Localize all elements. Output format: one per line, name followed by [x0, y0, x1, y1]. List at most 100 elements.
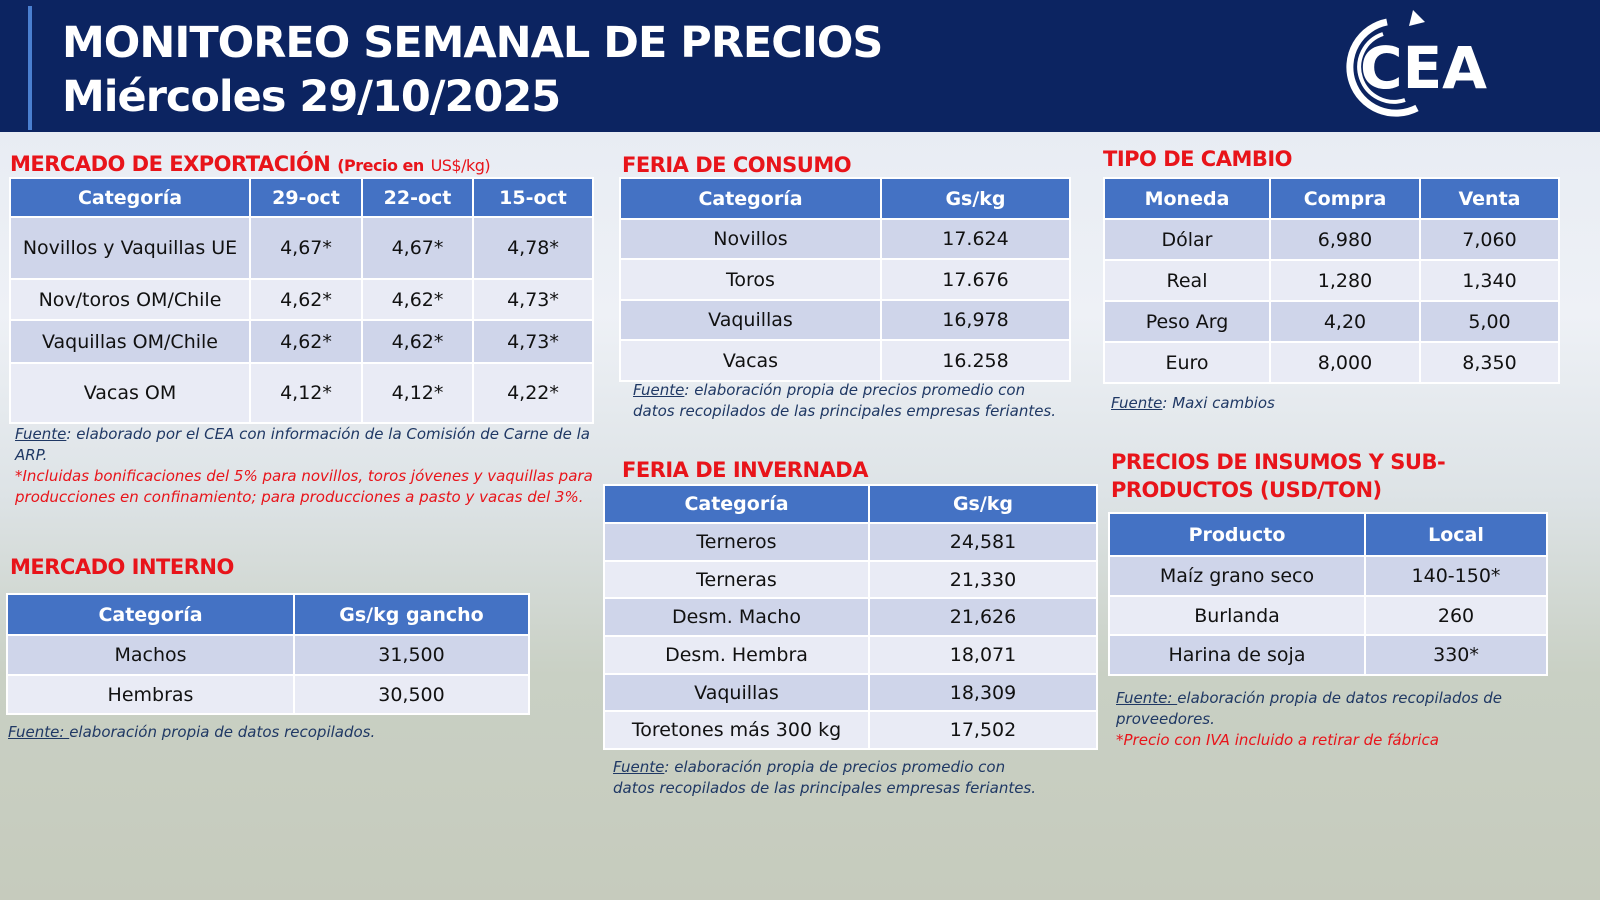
row-label: Peso Arg — [1103, 300, 1271, 343]
consumo-section-title: FERIA DE CONSUMO — [622, 153, 852, 177]
export-source: Fuente: elaborado por el CEA con informa… — [15, 424, 595, 508]
export-footnote: *Incluidas bonificaciones del 5% para no… — [15, 467, 593, 506]
column-header: Categoría — [9, 177, 251, 218]
value-cell: 4,62* — [249, 319, 363, 364]
value-cell: 140-150* — [1364, 555, 1548, 597]
table-row: Desm. Macho 21,626 — [603, 597, 1098, 637]
table-row: Terneros 24,581 — [603, 522, 1098, 562]
title-line-2: Miércoles 29/10/2025 — [62, 72, 561, 122]
table-row: Nov/toros OM/Chile 4,62* 4,62* 4,73* — [9, 278, 594, 321]
row-label: Machos — [6, 634, 295, 676]
source-label: Fuente — [15, 425, 67, 443]
table-row: Maíz grano seco 140-150* — [1108, 555, 1548, 597]
value-cell: 30,500 — [293, 674, 530, 715]
table-row: Euro 8,000 8,350 — [1103, 341, 1560, 384]
table-header-row: Categoría Gs/kg — [603, 484, 1098, 524]
table-row: Vacas OM 4,12* 4,12* 4,22* — [9, 362, 594, 424]
row-label: Terneras — [603, 560, 870, 599]
table-header-row: Categoría 29-oct 22-oct 15-oct — [9, 177, 594, 218]
source-label: Fuente — [633, 381, 685, 399]
table-header-row: Categoría Gs/kg gancho — [6, 593, 530, 636]
value-cell: 4,78* — [472, 216, 594, 280]
value-cell: 4,22* — [472, 362, 594, 424]
value-cell: 4,12* — [249, 362, 363, 424]
table-row: Toros 17.676 — [619, 258, 1071, 301]
column-header: Producto — [1108, 512, 1366, 557]
table-row: Novillos 17.624 — [619, 218, 1071, 260]
value-cell: 8,350 — [1419, 341, 1560, 384]
row-label: Toretones más 300 kg — [603, 710, 870, 750]
value-cell: 1,280 — [1269, 259, 1421, 302]
table-header-row: Producto Local — [1108, 512, 1548, 557]
export-table: Categoría 29-oct 22-oct 15-oct Novillos y Va… — [9, 177, 594, 424]
accent-line — [28, 6, 32, 130]
column-header: Categoría — [619, 177, 882, 220]
cambio-source: Fuente: Maxi cambios — [1111, 393, 1551, 414]
value-cell: 7,060 — [1419, 218, 1560, 261]
cambio-section-title: TIPO DE CAMBIO — [1103, 147, 1293, 171]
value-cell: 4,12* — [361, 362, 474, 424]
row-label: Real — [1103, 259, 1271, 302]
invernada-source: Fuente: elaboración propia de precios pr… — [613, 757, 1043, 799]
table-row: Harina de soja 330* — [1108, 634, 1548, 676]
value-cell: 4,67* — [361, 216, 474, 280]
column-header: Gs/kg — [880, 177, 1071, 220]
consumo-table: Categoría Gs/kg Novillos 17.624 Toros 17.676 V… — [619, 177, 1071, 382]
value-cell: 17.624 — [880, 218, 1071, 260]
cambio-table: Moneda Compra Venta Dólar 6,980 7,060 Real 1,28… — [1103, 177, 1560, 384]
source-text: elaboración propia de datos recopilados. — [69, 723, 376, 741]
row-label: Euro — [1103, 341, 1271, 384]
source-text: : elaboración propia de precios promedio… — [613, 758, 1037, 797]
table-row: Vaquillas 16,978 — [619, 299, 1071, 341]
table-row: Toretones más 300 kg 17,502 — [603, 710, 1098, 750]
export-section-title: MERCADO DE EXPORTACIÓN (Precio en US$/kg… — [10, 150, 491, 180]
table-row: Machos 31,500 — [6, 634, 530, 676]
table-row: Burlanda 260 — [1108, 595, 1548, 636]
source-text: : Maxi cambios — [1162, 394, 1275, 412]
table-row: Real 1,280 1,340 — [1103, 259, 1560, 302]
internal-table: Categoría Gs/kg gancho Machos 31,500 Hembras… — [6, 593, 530, 715]
row-label: Maíz grano seco — [1108, 555, 1366, 597]
column-header: Categoría — [603, 484, 870, 524]
row-label: Vacas — [619, 339, 882, 382]
row-label: Desm. Hembra — [603, 635, 870, 675]
insumos-source: Fuente: elaboración propia de datos reco… — [1116, 688, 1536, 751]
source-label: Fuente — [613, 758, 665, 776]
source-label: Fuente — [1111, 394, 1163, 412]
value-cell: 260 — [1364, 595, 1548, 636]
value-cell: 5,00 — [1419, 300, 1560, 343]
internal-section-title: MERCADO INTERNO — [10, 555, 234, 579]
source-text: elaboración propia de datos recopilados … — [1116, 689, 1503, 728]
invernada-section-title: FERIA DE INVERNADA — [622, 458, 869, 482]
table-row: Dólar 6,980 7,060 — [1103, 218, 1560, 261]
column-header: Local — [1364, 512, 1548, 557]
export-title: MERCADO DE EXPORTACIÓN — [10, 152, 331, 176]
row-label: Vaquillas — [619, 299, 882, 341]
column-header: Moneda — [1103, 177, 1271, 220]
value-cell: 17.676 — [880, 258, 1071, 301]
table-row: Novillos y Vaquillas UE 4,67* 4,67* 4,78* — [9, 216, 594, 280]
column-header: Compra — [1269, 177, 1421, 220]
table-row: Peso Arg 4,20 5,00 — [1103, 300, 1560, 343]
page-title: MONITOREO SEMANAL DE PRECIOS Miércoles 2… — [62, 16, 883, 124]
source-label: Fuente: — [8, 723, 70, 741]
value-cell: 17,502 — [868, 710, 1098, 750]
internal-source: Fuente: elaboración propia de datos reco… — [8, 722, 568, 743]
value-cell: 4,62* — [361, 278, 474, 321]
row-label: Vaquillas OM/Chile — [9, 319, 251, 364]
column-header: Gs/kg gancho — [293, 593, 530, 636]
consumo-source: Fuente: elaboración propia de precios pr… — [633, 380, 1063, 422]
value-cell: 330* — [1364, 634, 1548, 676]
value-cell: 6,980 — [1269, 218, 1421, 261]
cea-logo: CEA — [1346, 10, 1487, 117]
row-label: Novillos — [619, 218, 882, 260]
row-label: Terneros — [603, 522, 870, 562]
row-label: Vacas OM — [9, 362, 251, 424]
column-header: 29-oct — [249, 177, 363, 218]
row-label: Burlanda — [1108, 595, 1366, 636]
value-cell: 16.258 — [880, 339, 1071, 382]
value-cell: 4,20 — [1269, 300, 1421, 343]
row-label: Harina de soja — [1108, 634, 1366, 676]
value-cell: 21,330 — [868, 560, 1098, 599]
value-cell: 16,978 — [880, 299, 1071, 341]
